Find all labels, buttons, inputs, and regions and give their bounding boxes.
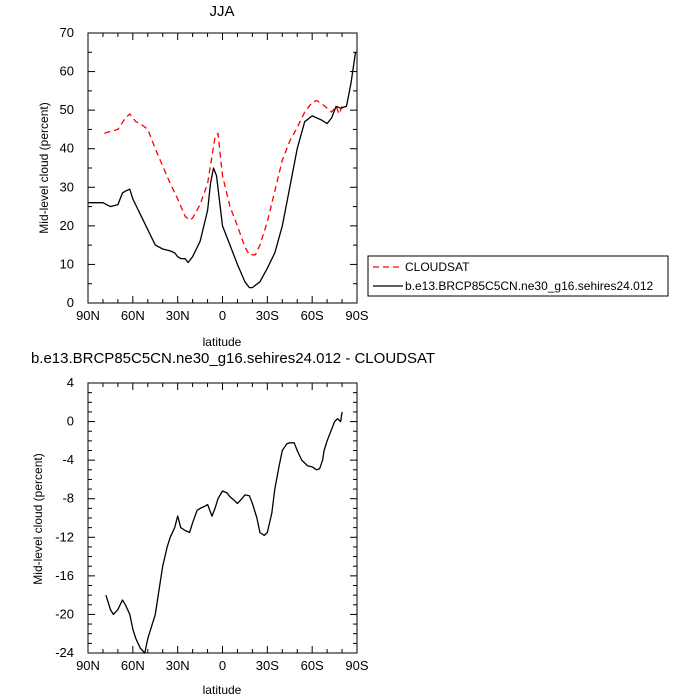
legend-box: [367, 255, 669, 297]
y-tick-label: 70: [60, 25, 74, 40]
x-tick-label: 90N: [76, 308, 100, 323]
x-tick-label: 60N: [121, 658, 145, 673]
bottom-chart-x-axis-label: latitude: [203, 683, 242, 697]
top-chart-series-line-1: [88, 52, 357, 289]
top-chart: JJA Mid-level cloud (percent) latitude 9…: [37, 3, 669, 349]
top-chart-x-axis-label: latitude: [203, 335, 242, 349]
y-tick-label: -24: [55, 645, 74, 660]
y-tick-label: -8: [62, 491, 74, 506]
x-tick-label: 60N: [121, 308, 145, 323]
x-tick-label: 0: [219, 308, 226, 323]
y-tick-label: 0: [67, 414, 74, 429]
top-chart-legend: CLOUDSAT b.e13.BRCP85C5CN.ne30_g16.sehir…: [367, 255, 669, 297]
x-tick-label: 30S: [256, 308, 279, 323]
y-tick-label: -4: [62, 452, 74, 467]
y-tick-label: 4: [67, 375, 74, 390]
top-chart-y-axis-label: Mid-level cloud (percent): [37, 102, 51, 233]
y-tick-label: -12: [55, 529, 74, 544]
top-chart-plot-frame: [87, 32, 358, 304]
x-tick-label: 60S: [301, 658, 324, 673]
bottom-chart-y-axis-label: Mid-level cloud (percent): [31, 453, 45, 584]
x-tick-label: 30N: [166, 658, 190, 673]
legend-label-model: b.e13.BRCP85C5CN.ne30_g16.sehires24.012: [405, 279, 653, 293]
x-tick-label: 0: [219, 658, 226, 673]
x-tick-label: 90N: [76, 658, 100, 673]
bottom-chart: b.e13.BRCP85C5CN.ne30_g16.sehires24.012 …: [31, 350, 435, 697]
y-tick-label: 60: [60, 64, 74, 79]
y-tick-label: -16: [55, 568, 74, 583]
y-tick-label: 20: [60, 218, 74, 233]
top-chart-series-line-0: [104, 99, 343, 256]
x-tick-label: 90S: [345, 308, 368, 323]
x-tick-label: 90S: [345, 658, 368, 673]
y-tick-label: 10: [60, 256, 74, 271]
y-tick-label: 40: [60, 141, 74, 156]
x-tick-label: 30S: [256, 658, 279, 673]
y-tick-label: -20: [55, 606, 74, 621]
bottom-chart-title: b.e13.BRCP85C5CN.ne30_g16.sehires24.012 …: [31, 350, 435, 367]
x-tick-label: 30N: [166, 308, 190, 323]
y-tick-label: 30: [60, 179, 74, 194]
legend-label-cloudsat: CLOUDSAT: [405, 260, 470, 274]
bottom-chart-series-line-0: [105, 411, 343, 654]
bottom-chart-plot-frame: [87, 382, 358, 654]
y-tick-label: 0: [67, 295, 74, 310]
top-chart-title: JJA: [209, 3, 234, 20]
x-tick-label: 60S: [301, 308, 324, 323]
y-tick-label: 50: [60, 102, 74, 117]
